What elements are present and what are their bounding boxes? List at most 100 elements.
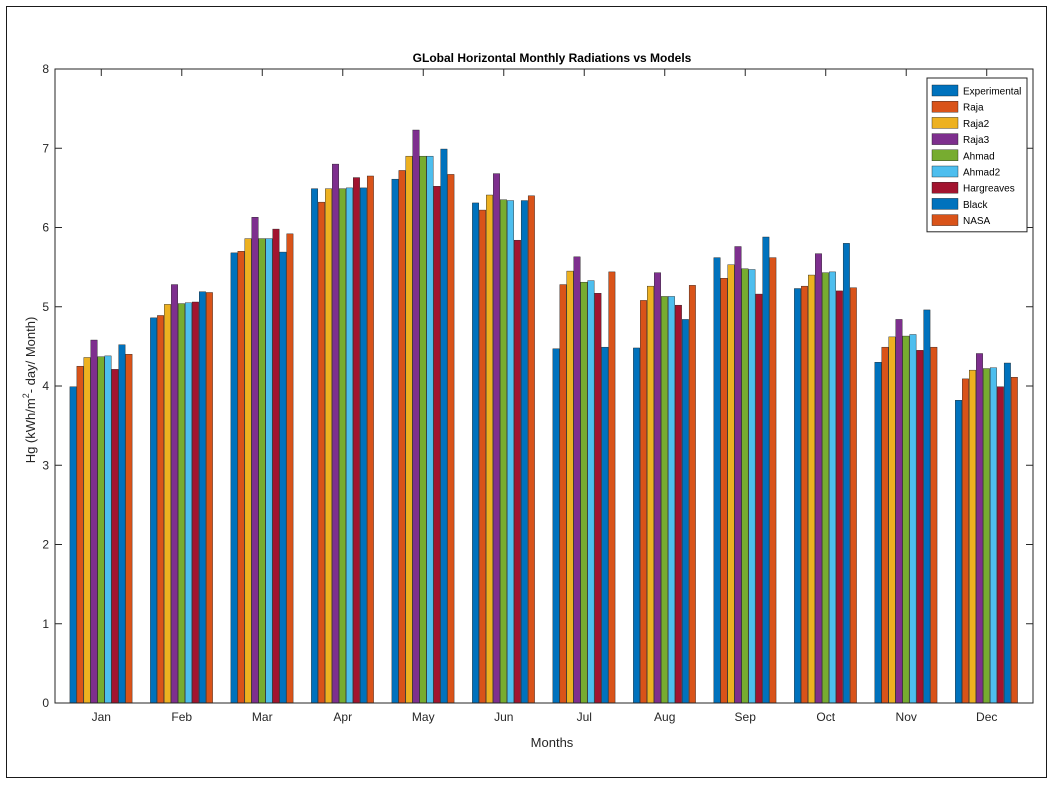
y-tick-label: 0 <box>42 696 49 710</box>
bar-experimental-sep <box>713 257 721 704</box>
bar-nasa-jul <box>608 271 616 704</box>
bar-experimental-aug <box>633 347 640 704</box>
plot-background <box>55 69 1033 703</box>
bar-raja3-aug <box>654 272 661 704</box>
y-axis-title-part-1: Hg (kWh/m <box>23 398 38 463</box>
bar-raja3-sep <box>734 246 742 704</box>
legend-swatch <box>931 198 959 210</box>
bar-raja3-nov <box>895 319 903 704</box>
legend-entry-label: Hargreaves <box>963 184 1015 195</box>
bar-ahmad2-aug <box>668 296 675 704</box>
bar-raja-may <box>398 170 406 704</box>
bar-hargreaves-jan <box>111 369 119 704</box>
bar-black-nov <box>923 309 931 704</box>
bar-raja2-may <box>405 155 413 704</box>
bar-black-jan <box>118 344 126 704</box>
bar-experimental-jan <box>69 386 77 704</box>
bar-raja-mar <box>237 251 245 704</box>
bar-ahmad-jan <box>97 356 105 704</box>
bar-ahmad2-oct <box>829 271 836 704</box>
x-tick-label: May <box>412 710 435 724</box>
bar-experimental-nov <box>874 362 882 704</box>
y-tick-label: 8 <box>42 62 49 76</box>
bar-ahmad-nov <box>902 335 910 704</box>
bar-raja2-jun <box>486 194 493 704</box>
bar-raja-oct <box>801 285 808 704</box>
bar-raja2-feb <box>164 304 171 704</box>
bar-experimental-jun <box>472 202 479 704</box>
bar-ahmad-jul <box>580 281 588 704</box>
bar-ahmad-dec <box>983 368 990 704</box>
bar-black-jun <box>520 200 528 704</box>
bar-hargreaves-jul <box>594 293 602 704</box>
bar-nasa-jan <box>125 354 133 704</box>
bar-black-mar <box>279 251 287 704</box>
bar-experimental-jul <box>552 348 560 704</box>
bar-hargreaves-dec <box>996 386 1004 704</box>
bar-ahmad2-dec <box>990 367 997 704</box>
legend-entry-label: Raja <box>963 103 984 114</box>
legend-entry-label: Raja3 <box>963 135 990 146</box>
y-tick-label: 2 <box>42 538 49 552</box>
bar-experimental-apr <box>311 188 318 704</box>
bar-raja-sep <box>720 278 728 704</box>
x-tick-label: Apr <box>333 710 352 724</box>
x-tick-label: Jan <box>92 710 111 724</box>
bar-hargreaves-jun <box>514 239 521 704</box>
bar-black-sep <box>762 236 770 704</box>
bar-black-feb <box>199 291 206 704</box>
bar-black-jul <box>601 346 609 704</box>
x-axis: Jan Feb Mar Apr May Jun Jul Aug Sep Oct Nov Dec <box>92 69 997 724</box>
y-tick-label: 1 <box>42 617 49 631</box>
legend-entry-label: Ahmad <box>963 151 995 162</box>
y-tick-label: 4 <box>42 379 49 393</box>
chart-title: GLobal Horizontal Monthly Radiations vs … <box>413 51 692 65</box>
bar-ahmad-sep <box>741 268 749 704</box>
x-tick-label: Feb <box>171 710 192 724</box>
legend-entry-label: NASA <box>963 216 991 227</box>
x-tick-label: Nov <box>896 710 917 724</box>
bar-experimental-feb <box>150 317 158 704</box>
bar-hargreaves-may <box>433 186 441 704</box>
y-tick-label: 3 <box>42 458 49 472</box>
bar-raja-aug <box>640 300 647 704</box>
y-axis-title-part-2: - day/ Month) <box>23 317 38 394</box>
bar-experimental-oct <box>794 288 801 704</box>
legend-entry-label: Raja2 <box>963 119 990 130</box>
bar-raja3-jul <box>573 256 581 704</box>
bar-nasa-aug <box>688 285 696 704</box>
bar-raja-nov <box>881 346 889 704</box>
bar-ahmad-feb <box>178 303 185 704</box>
bar-raja2-jul <box>566 270 574 704</box>
bar-experimental-mar <box>230 252 238 704</box>
bar-raja-jan <box>76 365 84 704</box>
bar-raja2-jan <box>83 357 91 704</box>
x-axis-title: Months <box>531 735 574 750</box>
figure-frame: GLobal Horizontal Monthly Radiations vs … <box>6 6 1047 778</box>
x-tick-label: Aug <box>654 710 675 724</box>
bar-ahmad2-jul <box>587 280 595 704</box>
bar-nasa-oct <box>849 287 857 704</box>
y-axis-title: Hg (kWh/m2- day/ Month) <box>21 317 38 464</box>
bar-hargreaves-sep <box>755 293 763 704</box>
bar-raja2-oct <box>808 274 815 704</box>
bar-nasa-dec <box>1010 377 1018 704</box>
legend-swatch <box>931 181 959 194</box>
bar-hargreaves-aug <box>675 304 682 704</box>
bar-ahmad-jun <box>500 199 507 704</box>
bar-ahmad2-nov <box>909 334 917 704</box>
x-tick-label: Dec <box>976 710 997 724</box>
bar-ahmad2-sep <box>748 269 756 704</box>
bar-raja2-mar <box>244 238 252 704</box>
bar-raja2-dec <box>969 369 976 704</box>
legend-entry-label: Black <box>963 200 988 211</box>
legend-swatch <box>931 165 959 178</box>
bar-black-oct <box>842 243 850 704</box>
bar-raja2-sep <box>727 264 735 704</box>
bar-ahmad-apr <box>339 188 346 704</box>
bar-ahmad-oct <box>822 272 829 704</box>
bar-chart: GLobal Horizontal Monthly Radiations vs … <box>21 51 1034 750</box>
x-tick-label: Sep <box>735 710 757 724</box>
legend-entry-label: Experimental <box>963 87 1021 98</box>
y-tick-label: 6 <box>42 221 49 235</box>
